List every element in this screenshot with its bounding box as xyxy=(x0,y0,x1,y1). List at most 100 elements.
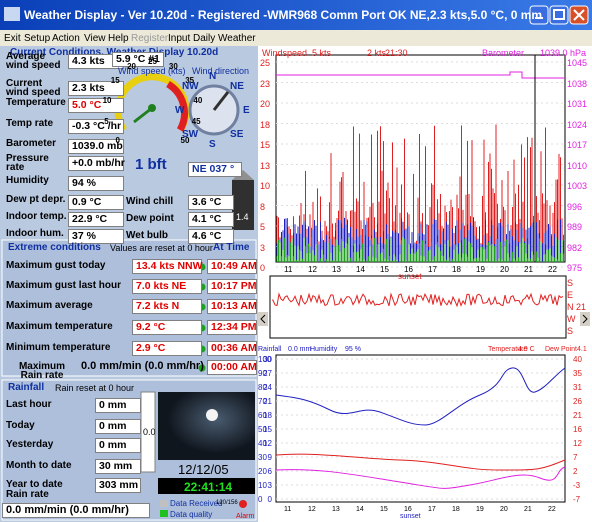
rain-label: Month to date xyxy=(6,461,72,471)
window-title: Weather Display - Ver 10.20d - Registere… xyxy=(24,9,542,21)
graph-legend: 4.9 C xyxy=(518,346,535,353)
menu-item[interactable]: Exit xyxy=(4,34,21,44)
y-tick-label: 25 xyxy=(260,58,270,68)
menu-item[interactable]: View xyxy=(84,34,106,44)
compass-letter: NW xyxy=(182,82,199,92)
y2-tick-label: -7 xyxy=(573,495,580,505)
status-label: Alarm xyxy=(236,512,254,522)
bar-value: 1.4 xyxy=(236,212,249,222)
compass-letter: SE xyxy=(230,130,243,140)
y2-tick-label: 1024 xyxy=(567,120,587,130)
y-tick-label: 8 xyxy=(260,202,265,212)
row-label: Average wind speed xyxy=(6,52,64,70)
extreme-label: Maximum temperature xyxy=(6,322,113,332)
y2-tick-label: 26 xyxy=(573,397,582,407)
graph-legend: 4.1 xyxy=(577,346,587,353)
y-tick-label: 10 xyxy=(260,181,270,191)
graph-legend: Windspeed xyxy=(262,48,307,58)
app-icon xyxy=(4,7,20,21)
rain-value: 30 mm xyxy=(95,459,141,474)
section-header: At Time xyxy=(213,243,250,253)
row-label: Indoor hum. xyxy=(6,229,64,239)
menu-item[interactable]: Help xyxy=(108,34,129,44)
row-label: Temperature xyxy=(6,98,66,108)
x-tick-label: 17 xyxy=(428,265,437,275)
graph-marker: sunset xyxy=(398,273,422,281)
compass-letter: NE xyxy=(230,82,244,92)
x-tick-label: 19 xyxy=(476,265,485,275)
compass-letter: S xyxy=(209,140,216,150)
y2-tick-label: 975 xyxy=(567,263,582,273)
pair-value: 4.1 °C xyxy=(188,212,234,227)
row-value: 0.9 °C xyxy=(68,195,124,210)
section-header: Rainfall xyxy=(8,383,44,393)
extreme-time: 00:00 AM xyxy=(207,360,257,375)
direction-letter: S xyxy=(567,326,573,336)
x-tick-label: 18 xyxy=(452,265,461,275)
extreme-label: Maximum gust last hour xyxy=(6,281,121,291)
graph-legend: 5 kts xyxy=(312,48,331,58)
x-tick-label: 22 xyxy=(548,265,557,275)
section-header: Extreme conditions xyxy=(8,243,101,253)
compass-letter: N xyxy=(209,72,216,82)
menu-item[interactable]: Setup xyxy=(24,34,50,44)
pair-value: 3.6 °C xyxy=(188,195,234,210)
menu-item[interactable]: Register xyxy=(131,34,168,44)
gauge-tick: 25 xyxy=(148,58,157,66)
x-tick-label: 18 xyxy=(452,505,460,515)
gauge-label: Wind direction xyxy=(192,66,249,76)
extreme-label: Minimum temperature xyxy=(6,343,110,353)
section-note: Rain reset at 0 hour xyxy=(55,383,134,393)
x-tick-label: 20 xyxy=(500,505,508,515)
extreme-value: 13.4 kts NNW xyxy=(132,259,202,274)
rain-label: Last hour xyxy=(6,400,52,410)
direction-letter: S xyxy=(567,278,573,288)
row-value: 94 % xyxy=(68,176,124,191)
menu-item[interactable]: Action xyxy=(52,34,80,44)
section-note: Values are reset at 0 hour xyxy=(110,243,213,253)
direction-value: NE 037 ° xyxy=(188,162,242,177)
gauge-tick: 10 xyxy=(103,97,112,105)
extreme-time: 10:13 AM xyxy=(207,299,257,314)
y2-tick-label: 1003 xyxy=(567,181,587,191)
status-label: Data Received xyxy=(170,499,222,509)
y2-tick-label: 1017 xyxy=(567,140,587,150)
rain-value: 0 mm xyxy=(95,419,141,434)
y-tick-label: 13 xyxy=(260,161,270,171)
menu-item[interactable]: Input Daily Weather xyxy=(168,34,256,44)
extreme-value: 7.0 kts NE xyxy=(132,279,202,294)
gauge-value: 0.0 xyxy=(143,427,156,437)
alarm-light xyxy=(239,500,247,508)
status-label: Data quality xyxy=(170,510,212,520)
rain-rate: 0.0 mm/min (0.0 mm/hr) xyxy=(2,503,150,518)
row-label: Humidity xyxy=(6,176,49,186)
row-label: Temp rate xyxy=(6,119,53,129)
moon xyxy=(206,409,218,421)
extreme-time: 12:34 PM xyxy=(207,320,257,335)
compass-letter: E xyxy=(243,106,250,116)
y2-tick-label: 1045 xyxy=(567,58,587,68)
y-tick-label: 20 xyxy=(260,99,270,109)
x-tick-label: 21 xyxy=(524,265,533,275)
date: 12/12/05 xyxy=(178,463,229,476)
x-tick-label: 15 xyxy=(380,265,389,275)
beaufort: 1 bft xyxy=(135,157,167,172)
row-label: Dew pt depr. xyxy=(6,195,65,205)
graph-legend: 2 kts xyxy=(367,48,386,58)
x-tick-label: 13 xyxy=(332,505,340,515)
row-value: 5.0 °C xyxy=(68,98,124,113)
extreme-time: 00:36 AM xyxy=(207,341,257,356)
extreme-value: 9.2 °C xyxy=(132,320,202,335)
y2-tick-label: 996 xyxy=(567,202,582,212)
y-tick-label: 23 xyxy=(260,79,270,89)
y-tick-label: 0 xyxy=(260,263,265,273)
y2-tick-label: 989 xyxy=(567,222,582,232)
sky-photo xyxy=(158,392,255,460)
x-tick-label: 20 xyxy=(500,265,509,275)
y2-tick-label: 21 xyxy=(573,411,582,421)
x-tick-label: 14 xyxy=(356,505,364,515)
graph-legend: Dew Point xyxy=(545,346,577,353)
x-tick-label: 12 xyxy=(308,265,317,275)
compass-letter: W xyxy=(175,106,184,116)
x-tick-label: 11 xyxy=(284,505,291,515)
